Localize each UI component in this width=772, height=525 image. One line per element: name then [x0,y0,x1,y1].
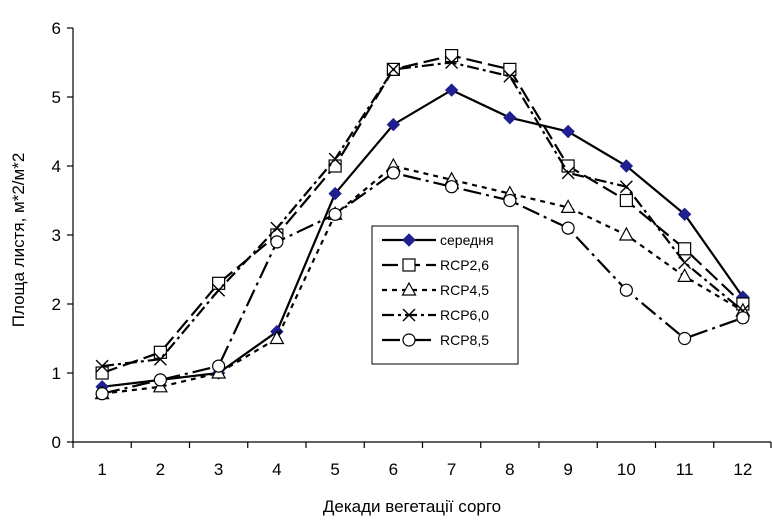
marker-series-2 [328,159,342,173]
marker-series-4 [678,256,692,270]
x-tick-label: 6 [389,460,398,479]
y-tick-label: 2 [52,295,61,314]
series-4 [95,56,750,373]
y-tick-label: 1 [52,364,61,383]
marker-series-5 [445,180,459,194]
marker-series-3 [677,268,693,282]
marker-series-2 [95,366,109,380]
marker-series-2 [678,242,692,256]
series-1-line [101,88,744,388]
marker-series-4 [270,221,284,235]
legend: середня RCP2,6 RCP4,5 RCP6,0 RCP8,5 [371,225,519,365]
series-5-line [101,171,744,395]
marker-series-4 [445,56,459,69]
legend-label: RCP4,5 [440,282,489,298]
x-tick-label: 9 [563,460,572,479]
series-4-line [101,61,744,368]
marker-series-5 [212,359,226,373]
marker-series-5 [270,235,284,249]
marker-series-4 [561,166,575,180]
marker-series-3 [618,226,634,241]
x-tick-label: 5 [330,460,339,479]
marker-series-4 [386,62,400,76]
series-2-line [101,54,744,375]
y-axis-title: Площа листя, м*2/м*2 [9,153,28,328]
marker-series-2 [445,48,459,63]
x-tick-label: 7 [447,460,456,479]
x-tick-label: 1 [97,460,106,479]
x-tick-label: 4 [272,460,281,479]
marker-legend-1 [402,233,416,247]
series-5 [95,166,750,401]
marker-series-5 [95,387,109,401]
marker-series-4 [212,283,226,297]
y-tick-label: 5 [52,88,61,107]
marker-series-5 [153,373,167,387]
marker-series-5 [619,283,633,297]
marker-series-5 [328,207,342,221]
legend-label: RCP8,5 [440,332,489,348]
marker-series-1 [677,207,692,222]
legend-label: середня [440,232,494,248]
marker-series-2 [153,345,167,359]
marker-series-1 [619,159,634,173]
marker-series-5 [678,331,692,346]
marker-series-4 [153,352,167,366]
y-tick-label: 0 [52,433,61,452]
marker-series-1 [444,83,459,97]
marker-series-2 [212,276,226,290]
marker-series-5 [736,311,750,325]
marker-series-4 [95,359,109,373]
marker-legend-5 [402,333,416,347]
marker-series-4 [503,69,517,83]
y-tick-label: 4 [52,157,61,176]
x-tick-label: 8 [505,460,514,479]
x-axis-title: Декади вегетації сорго [323,497,501,516]
marker-series-3 [560,199,576,213]
y-tick-label: 6 [52,19,61,38]
marker-series-4 [619,180,633,194]
marker-series-5 [503,193,517,208]
marker-series-3 [269,330,285,345]
marker-series-5 [386,166,400,180]
x-tick-label: 12 [733,460,752,479]
marker-legend-3 [401,281,417,296]
marker-series-4 [328,152,342,166]
marker-series-1 [328,186,342,201]
marker-series-2 [619,193,633,208]
marker-series-2 [503,62,517,77]
marker-series-1 [503,110,517,125]
series-lines [94,48,751,401]
legend-label: RCP6,0 [440,307,489,323]
marker-legend-2 [402,258,416,272]
marker-series-1 [386,117,401,132]
legend-label: RCP2,6 [440,257,489,273]
x-tick-label: 11 [676,460,694,479]
x-tick-label: 3 [214,460,223,479]
marker-series-1 [561,124,575,139]
y-tick-label: 3 [52,226,61,245]
marker-series-5 [561,221,575,235]
marker-legend-4 [402,308,416,322]
x-tick-label: 10 [617,460,636,479]
x-tick-label: 2 [156,460,165,479]
